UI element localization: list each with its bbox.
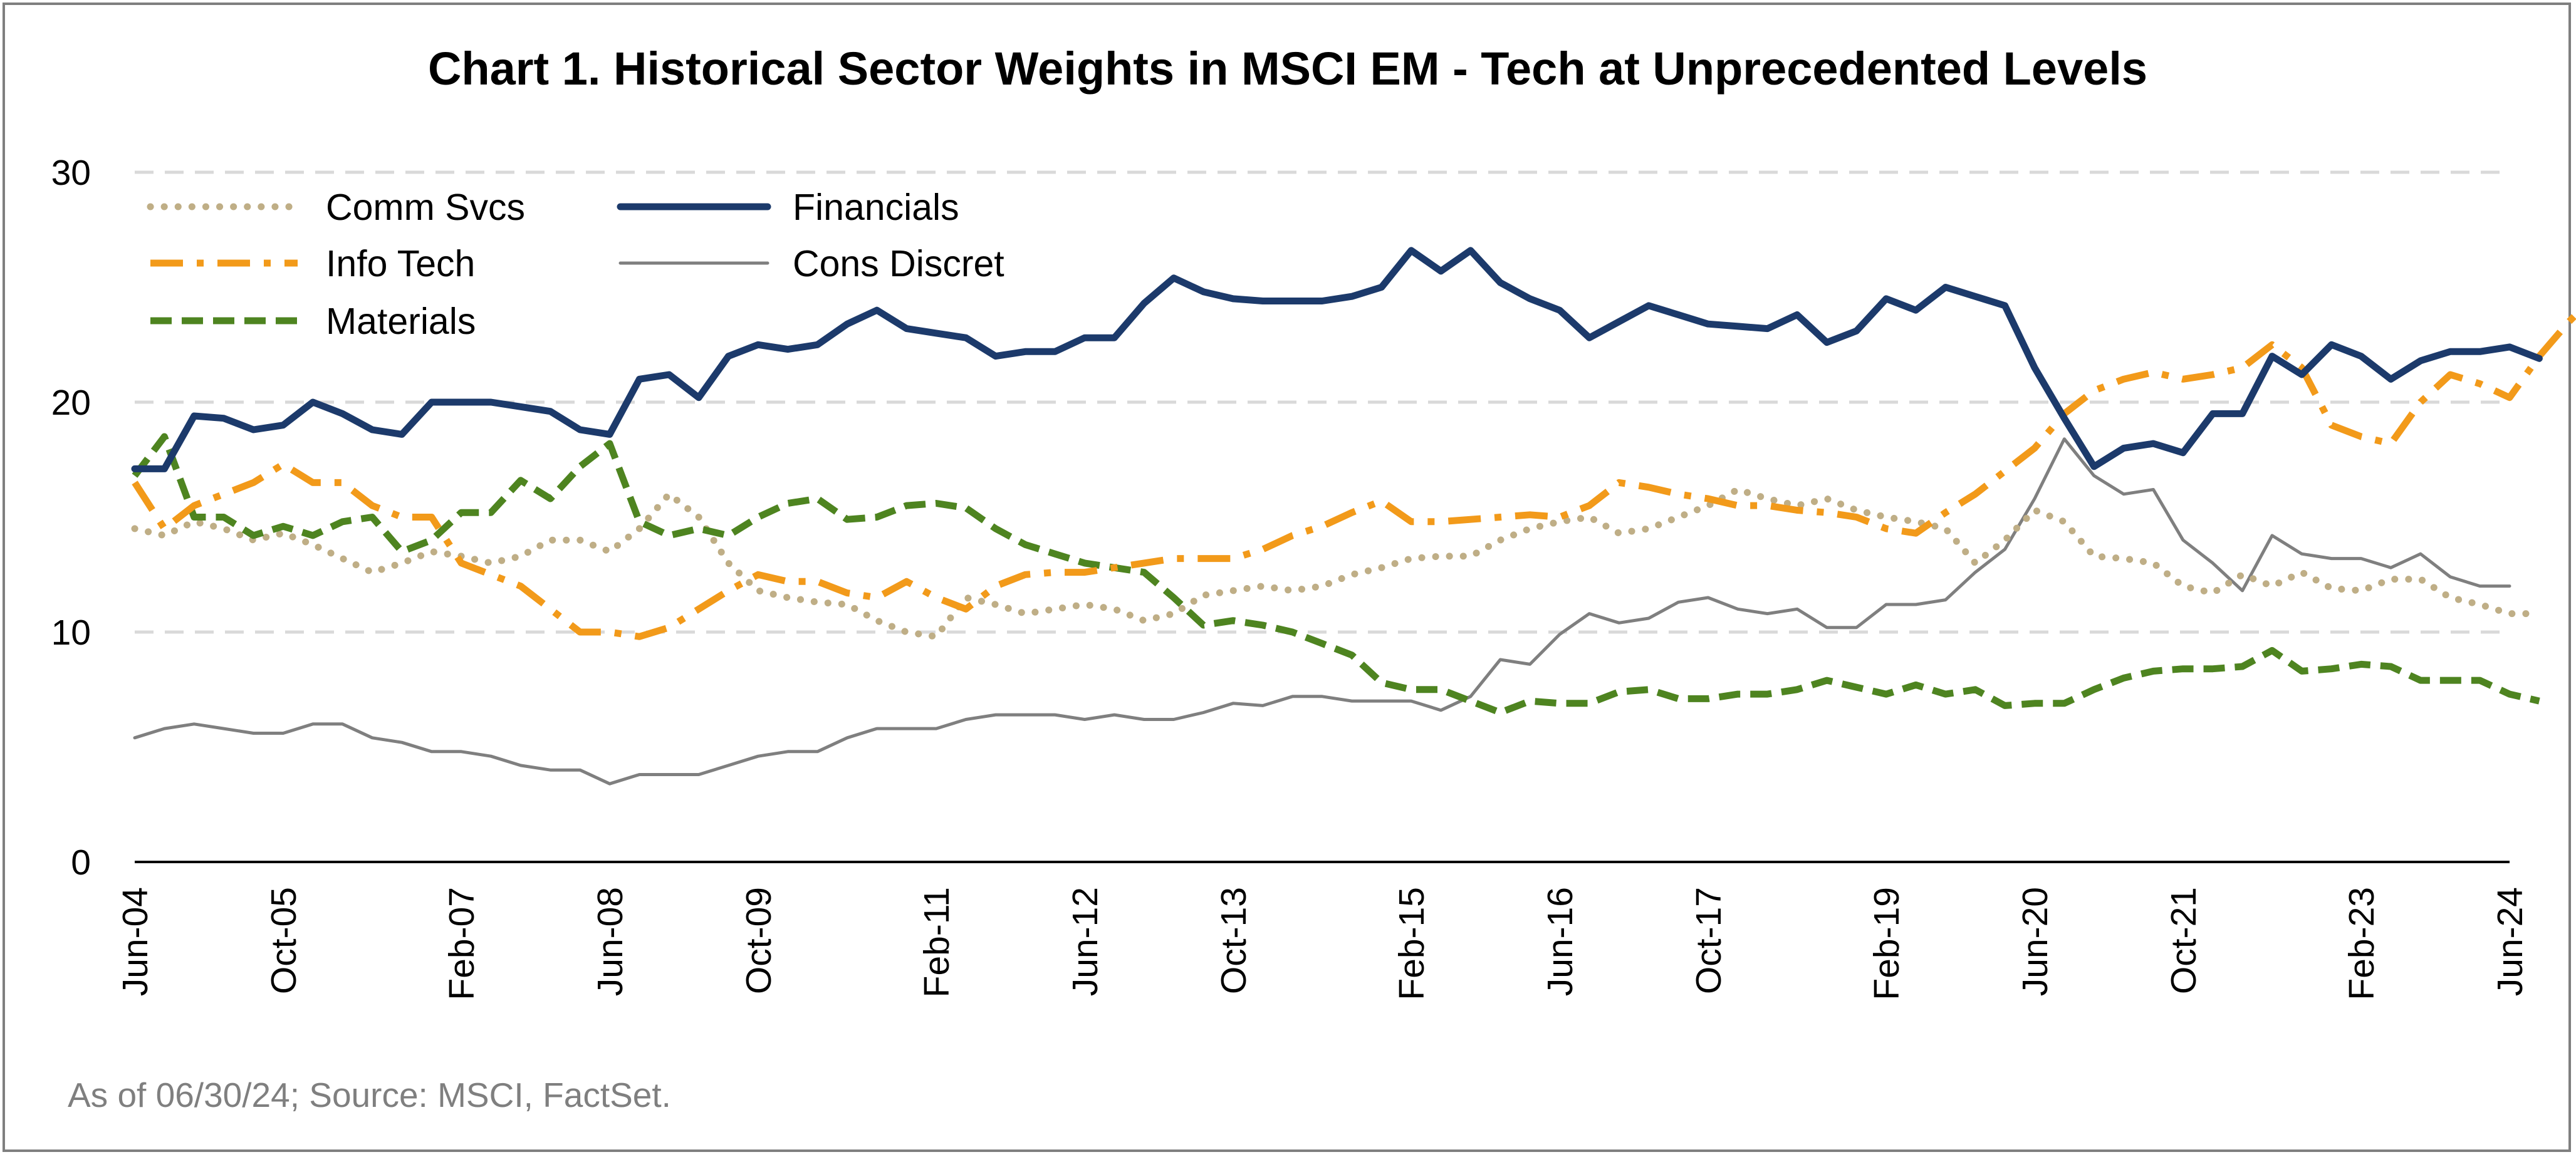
x-tick-label: Oct-05: [264, 887, 304, 994]
chart-frame: [3, 3, 2571, 1152]
legend-label-financials: Financials: [793, 187, 959, 228]
y-tick-label: 30: [51, 153, 91, 193]
x-tick-label: Jun-20: [2015, 887, 2055, 996]
series-line-financials: [131, 247, 2543, 472]
gridlines: [135, 170, 2510, 634]
legend-label-materials: Materials: [326, 301, 476, 342]
series-lines: [131, 247, 2576, 786]
y-tick-label: 10: [51, 613, 91, 653]
x-tick-label: Feb-15: [1392, 887, 1432, 1000]
x-tick-label: Jun-04: [115, 887, 155, 996]
x-tick-label: Oct-09: [739, 887, 779, 994]
y-tick-label: 0: [71, 843, 91, 883]
x-tick-label: Jun-24: [2490, 887, 2530, 996]
chart-title: Chart 1. Historical Sector Weights in MS…: [428, 43, 2147, 95]
x-tick-label: Feb-11: [917, 887, 957, 997]
x-tick-label: Oct-13: [1214, 887, 1254, 994]
source-note: As of 06/30/24; Source: MSCI, FactSet.: [68, 1076, 671, 1114]
series-line-cons-discret: [133, 437, 2511, 786]
legend: Comm Svcs Financials Info Tech Cons Discret…: [147, 187, 1004, 342]
x-tick-label: Jun-12: [1065, 887, 1105, 996]
legend-label-cons-discret: Cons Discret: [793, 243, 1004, 284]
legend-label-info-tech: Info Tech: [326, 243, 475, 284]
x-tick-label: Oct-21: [2164, 887, 2204, 994]
series-line-materials: [132, 433, 2540, 716]
x-tick-label: Feb-19: [1867, 887, 1907, 1000]
axes: 0 10 20 30 Jun-04 Oct-05 Feb-07 Jun-08 Oct-09 Feb…: [51, 153, 2530, 1000]
x-tick-label: Feb-23: [2342, 887, 2382, 1000]
legend-label-comm-svcs: Comm Svcs: [326, 187, 525, 228]
x-tick-label: Feb-07: [442, 887, 482, 1000]
series-line-info-tech: [132, 309, 2576, 640]
x-tick-label: Oct-17: [1689, 887, 1729, 994]
x-tick-label: Jun-08: [590, 887, 630, 996]
x-tick-label: Jun-16: [1540, 887, 1580, 996]
y-tick-label: 20: [51, 383, 91, 423]
